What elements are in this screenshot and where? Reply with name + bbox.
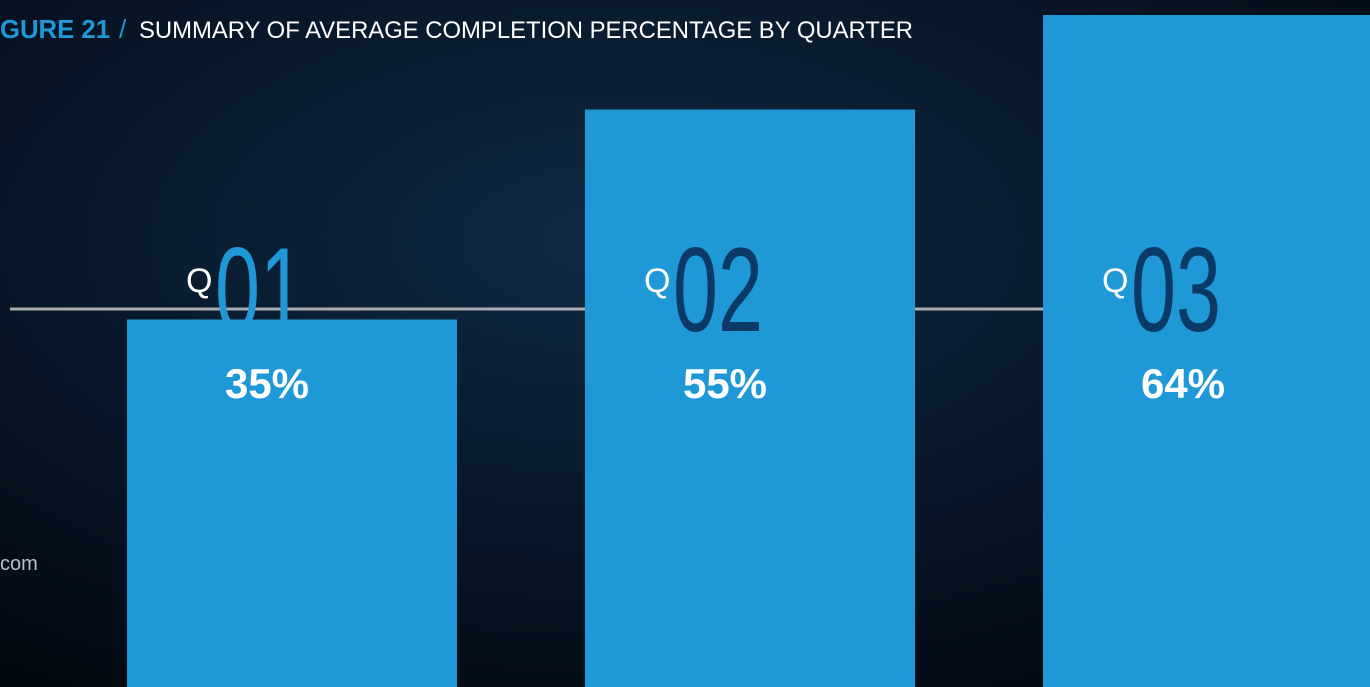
chart: GURE 21 / SUMMARY OF AVERAGE COMPLETION … — [0, 0, 1370, 687]
title-separator: / — [119, 14, 127, 44]
footer-fragment: com — [0, 553, 38, 575]
figure-label: GURE 21 — [0, 14, 110, 44]
category-prefix: Q — [644, 262, 670, 300]
value-label: 64% — [1141, 360, 1225, 407]
page: GURE 21 / SUMMARY OF AVERAGE COMPLETION … — [0, 0, 1370, 687]
value-label: 35% — [225, 360, 309, 407]
category-number: 03 — [1131, 223, 1221, 357]
value-label: 55% — [683, 360, 767, 407]
category-prefix: Q — [186, 262, 212, 300]
category-number: 01 — [215, 223, 305, 357]
category-prefix: Q — [1102, 262, 1128, 300]
chart-title: SUMMARY OF AVERAGE COMPLETION PERCENTAGE… — [139, 17, 913, 44]
category-number: 02 — [673, 223, 763, 357]
